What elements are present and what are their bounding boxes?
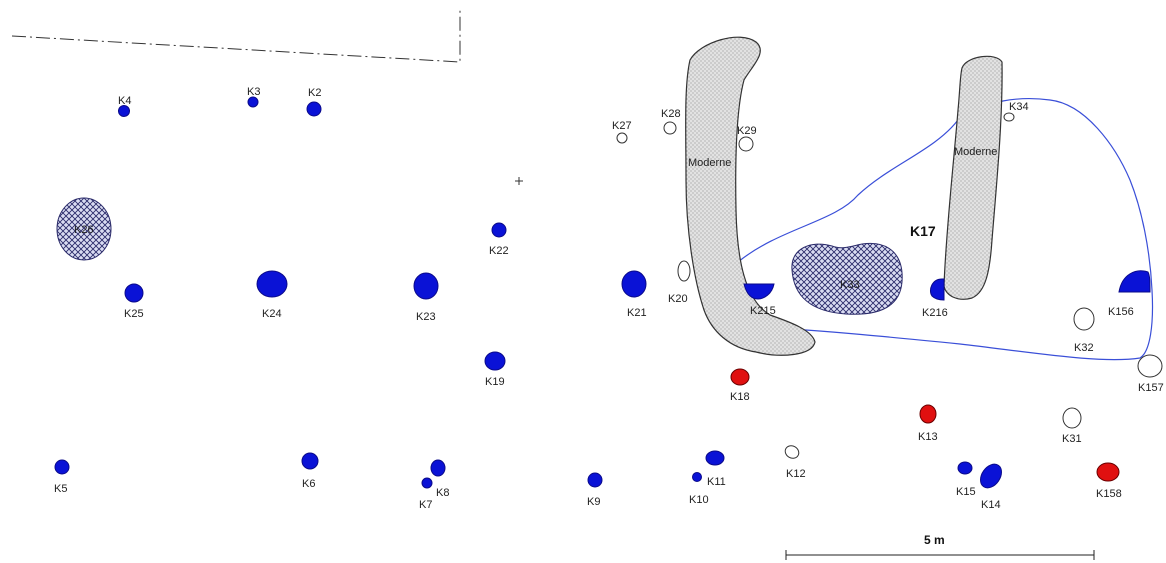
blue-pits (54, 96, 1151, 489)
trench-boundary-line (11, 10, 461, 63)
label-k158: K158 (1096, 488, 1122, 500)
feature-k18 (730, 368, 750, 386)
feature-k29 (738, 136, 754, 152)
label-k32: K32 (1074, 342, 1094, 354)
label-k156: K156 (1108, 306, 1134, 318)
label-k27: K27 (612, 120, 632, 132)
label-k11: K11 (707, 476, 726, 488)
feature-k19 (484, 351, 506, 371)
feature-k23 (413, 272, 439, 300)
label-k29: K29 (737, 125, 757, 137)
feature-k28 (663, 121, 677, 135)
label-k8: K8 (436, 487, 449, 499)
label-k4: K4 (118, 95, 131, 107)
feature-k6 (301, 452, 319, 470)
label-k215: K215 (750, 305, 776, 317)
feature-k21 (621, 270, 647, 298)
feature-k27 (616, 132, 628, 144)
feature-k15 (957, 461, 973, 475)
feature-k9 (587, 472, 603, 488)
label-k34: K34 (1009, 101, 1029, 113)
feature-k34 (1003, 112, 1015, 122)
feature-k10 (692, 472, 702, 482)
label-k5: K5 (54, 483, 67, 495)
label-k10: K10 (689, 494, 709, 506)
label-k25: K25 (124, 308, 144, 320)
red-pits (730, 368, 1120, 482)
label-k13: K13 (918, 431, 938, 443)
feature-k25 (124, 283, 144, 303)
label-k22: K22 (489, 245, 509, 257)
label-k7: K7 (419, 499, 432, 511)
feature-k3 (247, 96, 259, 108)
scale-label: 5 m (924, 533, 945, 547)
feature-k156 (1118, 270, 1151, 293)
feature-k216 (929, 278, 945, 301)
label-k15: K15 (956, 486, 976, 498)
modern-disturbance-left (685, 36, 816, 356)
label-k18: K18 (730, 391, 750, 403)
feature-k215 (743, 283, 775, 300)
label-k28: K28 (661, 108, 681, 120)
feature-k24 (256, 270, 288, 298)
feature-k13 (919, 404, 937, 424)
feature-k26 (56, 197, 112, 261)
feature-k22 (491, 222, 507, 238)
modern-disturbance-right (943, 55, 1003, 300)
feature-k31 (1062, 407, 1082, 429)
feature-k8 (430, 459, 446, 477)
feature-k4 (118, 105, 130, 117)
label-k20: K20 (668, 293, 688, 305)
modern-label-right: Moderne (954, 146, 997, 158)
feature-k2 (306, 101, 322, 117)
open-pits (616, 112, 1163, 459)
feature-labels: K4 K3 K2 K22 K25 K24 K23 K21 K20 K19 K27… (54, 86, 1164, 511)
label-k31: K31 (1062, 433, 1082, 445)
grid-cross-marker (515, 177, 523, 185)
label-k3: K3 (247, 86, 260, 98)
label-k17: K17 (910, 223, 936, 239)
label-k21: K21 (627, 307, 647, 319)
label-k26: K26 (74, 224, 94, 236)
feature-k11 (705, 450, 725, 466)
feature-k17-outline (737, 98, 1154, 361)
label-k12: K12 (786, 468, 806, 480)
label-k14: K14 (981, 499, 1001, 511)
feature-k20 (677, 260, 691, 282)
label-k33: K33 (840, 279, 860, 291)
scale-bar (785, 550, 1095, 560)
feature-k14 (980, 463, 1002, 489)
label-k24: K24 (262, 308, 282, 320)
feature-k12 (784, 445, 800, 459)
feature-k157 (1137, 354, 1163, 378)
label-k6: K6 (302, 478, 315, 490)
label-k23: K23 (416, 311, 436, 323)
label-k157: K157 (1138, 382, 1164, 394)
feature-k158 (1096, 462, 1120, 482)
label-k9: K9 (587, 496, 600, 508)
label-k216: K216 (922, 307, 948, 319)
feature-k32 (1073, 307, 1095, 331)
label-k2: K2 (308, 87, 321, 99)
label-k19: K19 (485, 376, 505, 388)
feature-k33 (791, 242, 903, 315)
feature-k5 (54, 459, 70, 475)
feature-k7 (421, 477, 433, 489)
modern-label-left: Moderne (688, 157, 731, 169)
